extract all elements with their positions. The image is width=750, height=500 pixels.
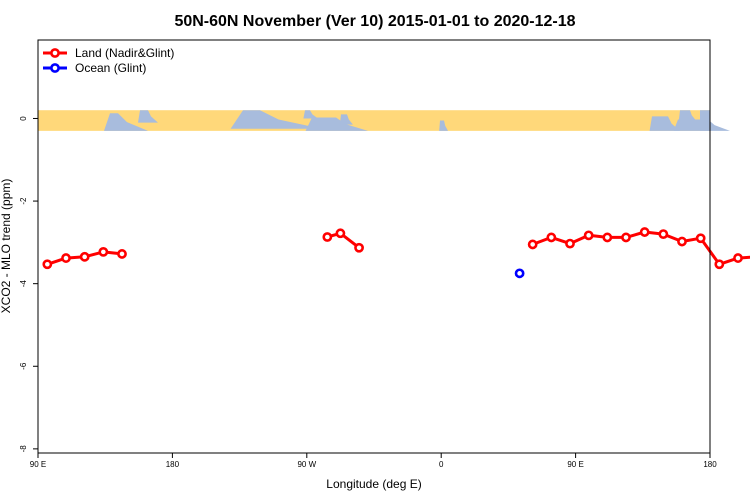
data-point: [61, 253, 71, 263]
y-axis: 0 -2 -4 -6 -8: [19, 116, 38, 453]
data-point: [602, 232, 613, 243]
data-point: [733, 253, 743, 263]
data-point: [565, 238, 575, 249]
chart-title: 50N-60N November (Ver 10) 2015-01-01 to …: [174, 13, 575, 30]
map-ocean-region: [439, 120, 448, 131]
map-ocean-region: [303, 110, 318, 119]
y-tick-label: -2: [19, 197, 28, 205]
map-ocean-region: [104, 113, 148, 131]
legend-marker: [50, 63, 60, 73]
data-point: [695, 233, 706, 244]
data-point: [42, 259, 53, 270]
x-axis: 90 E 180 90 W 0 90 E 180: [30, 453, 717, 469]
y-tick-label: 0: [19, 116, 28, 121]
legend-label: Ocean (Glint): [75, 61, 146, 75]
legend-marker: [50, 48, 60, 58]
data-point: [79, 251, 90, 262]
plot-frame: [37, 39, 711, 454]
data-point: [658, 229, 669, 240]
map-ocean-region: [678, 110, 696, 121]
data-point: [639, 227, 650, 237]
y-tick-label: -4: [19, 280, 28, 288]
map-ocean-region: [700, 110, 710, 131]
x-tick-label: 90 E: [30, 460, 46, 469]
y-axis-label: XCO2 - MLO trend (ppm): [0, 179, 13, 314]
data-point: [583, 230, 594, 241]
series-layer: [42, 227, 750, 279]
legend: Land (Nadir&Glint)Ocean (Glint): [43, 46, 174, 75]
map-ocean-region: [305, 117, 368, 131]
y-tick-label: -8: [19, 445, 28, 453]
data-point: [714, 259, 725, 270]
data-point: [322, 232, 333, 242]
data-point: [354, 242, 364, 253]
map-ocean-region: [230, 110, 322, 129]
data-point: [546, 232, 557, 243]
data-point: [527, 239, 538, 250]
map-land-background: [38, 110, 710, 131]
x-tick-label: 180: [703, 460, 717, 469]
map-ocean-region: [138, 110, 158, 123]
legend-label: Land (Nadir&Glint): [75, 46, 174, 60]
series-line: [532, 230, 750, 266]
x-tick-label: 90 E: [567, 460, 583, 469]
x-tick-label: 90 W: [297, 460, 316, 469]
map-ocean-region: [339, 114, 353, 125]
data-point: [621, 232, 631, 243]
data-point: [677, 236, 687, 247]
world-map-band: [38, 110, 730, 131]
x-tick-label: 180: [166, 460, 180, 469]
x-axis-label: Longitude (deg E): [326, 477, 421, 491]
series-ocean: [514, 268, 525, 279]
series-land: [42, 227, 750, 270]
map-ocean-region: [649, 116, 680, 131]
y-tick-label: -6: [19, 362, 28, 370]
data-point: [335, 228, 346, 239]
data-point: [98, 246, 109, 257]
x-tick-label: 0: [439, 460, 444, 469]
data-point: [117, 249, 127, 259]
data-point: [514, 268, 525, 279]
